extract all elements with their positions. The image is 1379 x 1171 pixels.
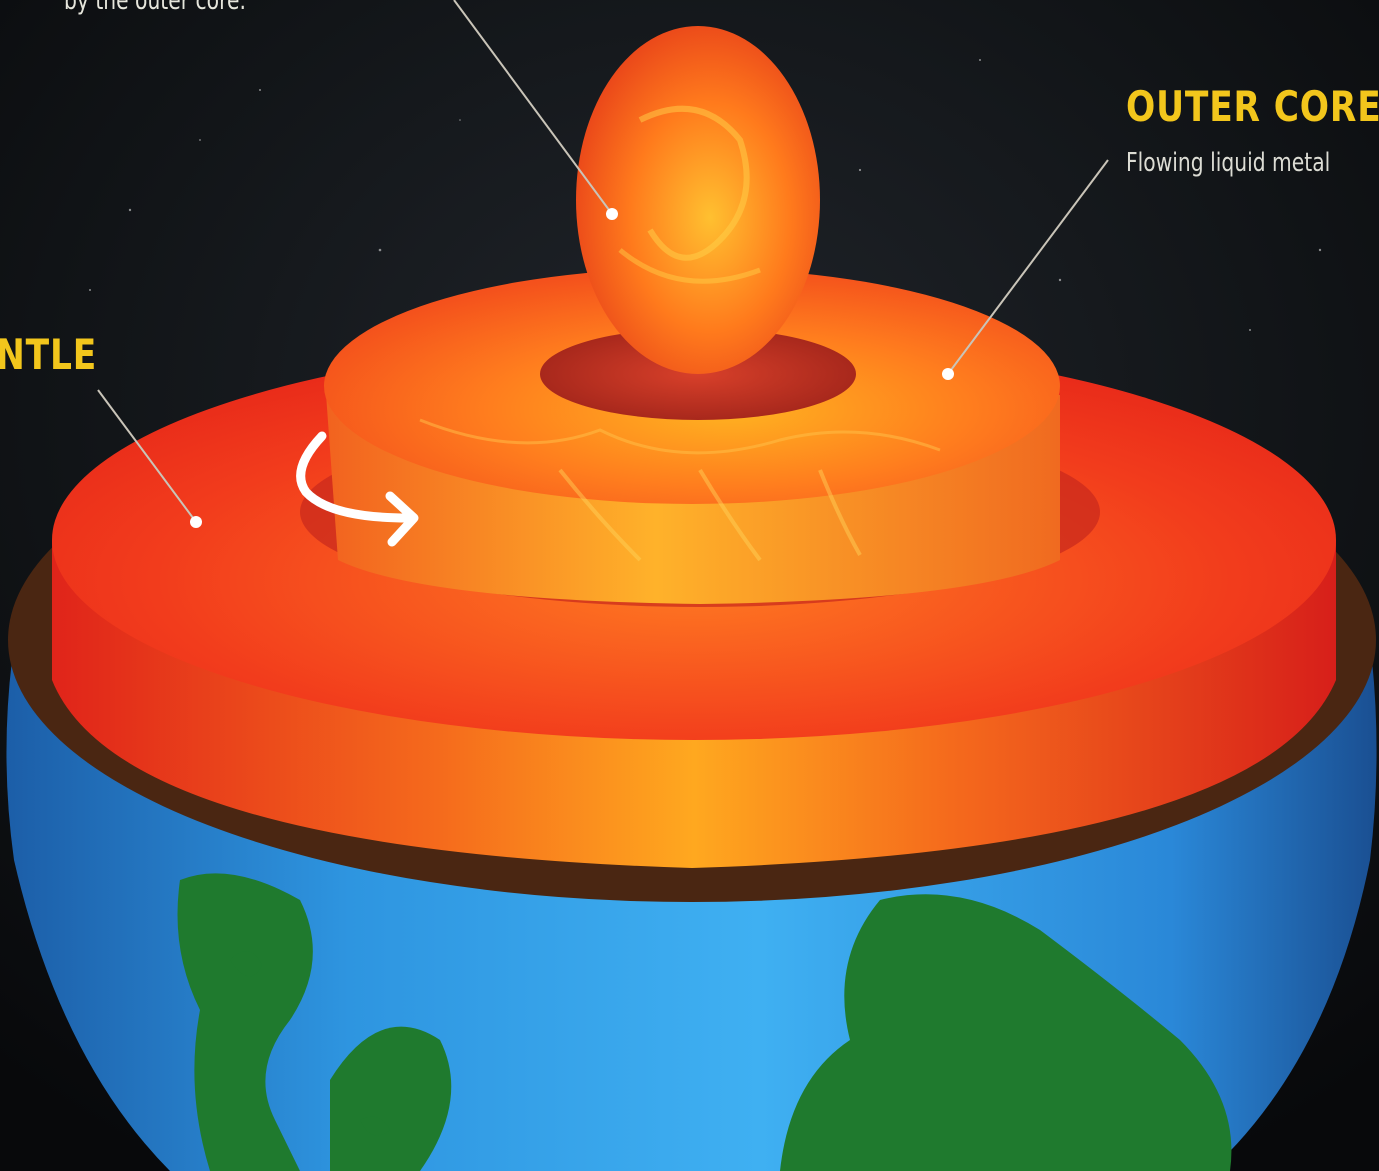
curved-arrow-head	[385, 491, 419, 547]
inner-core-leader-line	[453, 0, 613, 215]
leader-dots	[190, 208, 954, 528]
outer-core-title: OUTER CORE	[1126, 82, 1379, 131]
leader-lines	[97, 0, 1109, 523]
continents	[177, 873, 1232, 1171]
outer-core-description: Flowing liquid metal	[1126, 148, 1331, 178]
inner-core-description: by the outer core.	[64, 0, 246, 16]
outer-core-leader-line	[947, 159, 1109, 375]
curved-arrow-icon	[296, 431, 413, 523]
mantle-leader-line	[97, 389, 197, 523]
inner-core	[576, 26, 820, 374]
stars	[89, 59, 1322, 421]
outer-core-layer	[324, 268, 1060, 604]
mantle-title: NTLE	[0, 330, 98, 379]
